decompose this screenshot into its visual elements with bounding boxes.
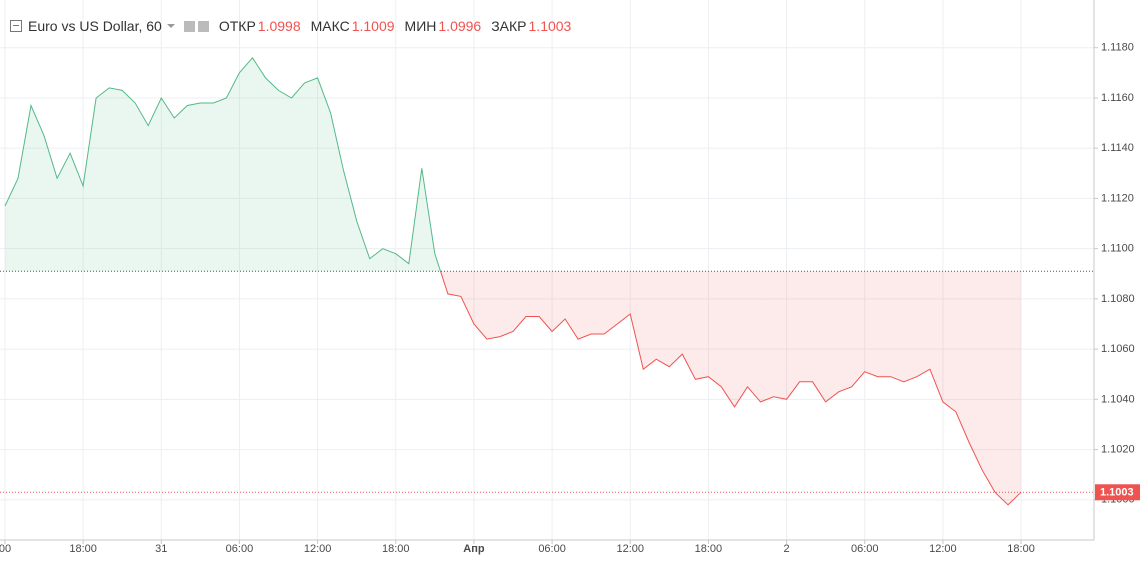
x-tick-label: 12:00 [616,543,644,555]
eye-icon[interactable] [183,20,195,32]
ohlc-value: 1.1009 [351,18,395,34]
baseline-area [4,57,1022,505]
x-tick-label: 2 [784,543,790,555]
ohlc-values: ОТКР 1.0998 МАКС 1.1009 МИН 1.0996 ЗАКР 1.1003 [209,18,572,34]
settings-icon[interactable] [197,20,209,32]
ohlc-label: ЗАКР [491,18,527,34]
collapse-icon[interactable] [10,20,22,32]
x-tick-label: 06:00 [226,543,254,555]
y-tick-label: 1.1140 [1101,142,1134,154]
x-tick-label: 06:00 [538,543,566,555]
dropdown-arrow[interactable] [166,24,175,28]
x-tick-label: 18:00 [695,543,723,555]
y-tick-label: 1.1100 [1101,243,1134,255]
x-tick-label: 12:00 [304,543,332,555]
x-tick-label: 31 [155,543,167,555]
ohlc-label: ОТКР [218,18,256,34]
y-tick-label: 1.1180 [1101,42,1134,54]
ohlc-label: МИН [404,18,437,34]
x-tick-label: 00 [0,543,11,555]
price-line [4,56,1022,506]
x-tick-label: Апр [463,543,485,555]
x-tick-label: 18:00 [1007,543,1035,555]
ohlc-label: МАКС [310,18,350,34]
legend-header: Euro vs US Dollar, 60 ОТКР 1.0998 МАКС 1.10… [10,18,571,34]
x-tick-label: 12:00 [929,543,957,555]
ohlc-value: 1.1003 [528,18,572,34]
y-tick-label: 1.1120 [1101,192,1134,204]
symbol-title: Euro vs US Dollar, 60 [28,18,162,34]
x-tick-label: 18:00 [69,543,97,555]
last-price-tag [1095,484,1140,501]
x-tick-label: 06:00 [851,543,879,555]
last-price-label: 1.1003 [1100,487,1134,499]
y-tick-label: 1.1020 [1101,443,1135,455]
x-tick-label: 18:00 [382,543,410,555]
y-tick-label: 1.1080 [1101,293,1135,305]
ohlc-value: 1.0998 [257,18,301,34]
y-tick-label: 1.1160 [1101,92,1134,104]
ohlc-value: 1.0996 [438,18,482,34]
y-tick-label: 1.1040 [1101,393,1135,405]
y-tick-label: 1.1060 [1101,343,1135,355]
